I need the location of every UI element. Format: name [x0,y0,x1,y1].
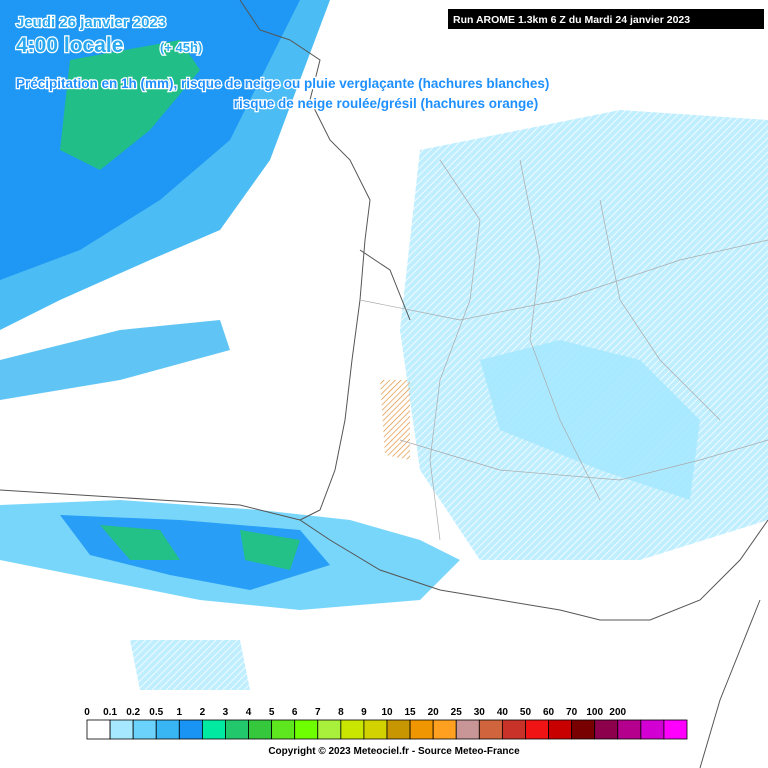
legend-swatch [478,719,503,740]
description: Précipitation en 1h (mm), risque de neig… [16,76,549,91]
time: 4:00 locale [16,34,123,57]
legend-label: 5 [269,707,275,718]
legend: 0 0.1 0.2 0.5 1 2 3 4 5 6 7 8 9 10 15 20 25 30 40 50 60 70 100… [84,707,688,740]
legend-label: 200 [609,707,626,718]
legend-label: 0 [84,707,90,718]
legend-label: 60 [543,707,555,718]
legend-swatch [432,719,457,740]
legend-label: 25 [451,707,463,718]
legend-label: 0.2 [126,707,140,718]
legend-label: 6 [292,707,298,718]
legend-label: 4 [246,707,252,718]
run-info: Run AROME 1.3km 6 Z du Mardi 24 janvier … [453,14,690,26]
legend-label: 0.5 [149,707,163,718]
legend-swatch [617,719,642,740]
date: Jeudi 26 janvier 2023 [16,14,166,31]
legend-swatch [363,719,388,740]
legend-swatch [409,719,434,740]
legend-label: 10 [381,707,393,718]
legend-swatch [86,719,111,740]
legend-label: 15 [405,707,417,718]
legend-label: 70 [566,707,578,718]
legend-swatch [340,719,365,740]
legend-swatch [317,719,342,740]
legend-label: 2 [200,707,206,718]
legend-label: 30 [474,707,486,718]
legend-swatch [455,719,480,740]
legend-label: 0.1 [103,707,117,718]
lead-time: (+ 45h) [160,40,202,55]
legend-label: 100 [586,707,603,718]
legend-label: 20 [428,707,440,718]
legend-swatch [501,719,526,740]
legend-swatch [178,719,203,740]
description: risque de neige roulée/grésil (hachures … [234,96,539,111]
legend-swatch [271,719,296,740]
legend-swatch [386,719,411,740]
precipitation [0,0,768,690]
legend-swatch [571,719,596,740]
legend-swatch [548,719,573,740]
legend-swatch [132,719,157,740]
legend-swatch [663,719,688,740]
legend-swatch [525,719,549,740]
legend-swatch [594,719,619,740]
legend-label: 50 [520,707,532,718]
legend-swatch [155,719,180,740]
legend-label: 9 [361,707,367,718]
legend-swatch [201,719,226,740]
legend-label: 8 [338,707,344,718]
copyright: Copyright © 2023 Meteociel.fr - Source M… [268,746,520,757]
legend-label: 3 [223,707,229,718]
legend-swatch [109,719,134,740]
legend-label: 40 [497,707,509,718]
legend-swatch [248,719,273,740]
regions [359,159,768,541]
legend-label: 7 [315,707,321,718]
legend-label: 1 [177,707,183,718]
legend-swatch [640,719,665,740]
legend-swatch [294,719,319,740]
legend-swatch [225,719,249,740]
run-box [448,9,764,29]
